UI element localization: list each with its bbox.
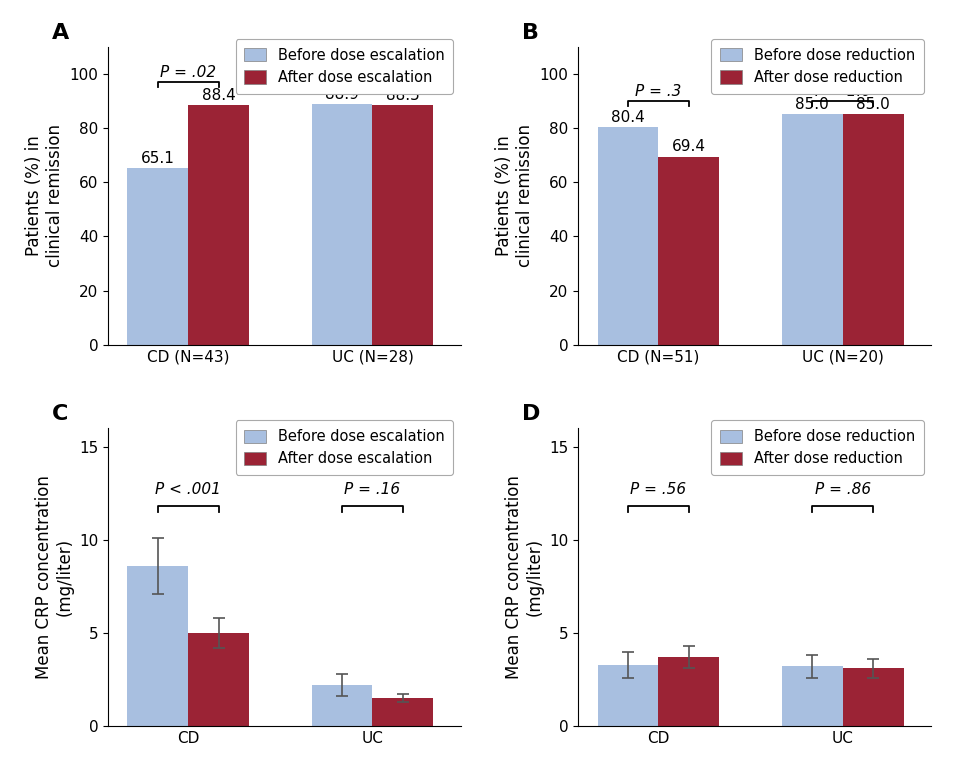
Y-axis label: Mean CRP concentration
(mg/liter): Mean CRP concentration (mg/liter) <box>505 475 544 679</box>
Text: A: A <box>52 22 69 42</box>
Bar <box>127 168 188 345</box>
Text: P = .16: P = .16 <box>344 482 401 497</box>
Bar <box>843 114 903 345</box>
Bar <box>659 657 719 726</box>
Bar <box>188 633 249 726</box>
Legend: Before dose escalation, After dose escalation: Before dose escalation, After dose escal… <box>235 420 453 475</box>
Text: P = .02: P = .02 <box>160 66 216 80</box>
Bar <box>127 566 188 726</box>
Bar <box>843 668 903 726</box>
Legend: Before dose reduction, After dose reduction: Before dose reduction, After dose reduct… <box>711 420 923 475</box>
Bar <box>373 105 433 345</box>
Text: 80.4: 80.4 <box>611 109 645 125</box>
Text: P < .001: P < .001 <box>155 482 221 497</box>
Text: 85.0: 85.0 <box>857 97 890 113</box>
Bar <box>373 699 433 726</box>
Bar <box>188 105 249 345</box>
Bar <box>598 127 659 345</box>
Text: 65.1: 65.1 <box>141 151 175 166</box>
Text: 69.4: 69.4 <box>672 140 706 154</box>
Text: C: C <box>52 404 68 424</box>
Bar <box>782 666 843 726</box>
Bar <box>312 685 373 726</box>
Text: 88.5: 88.5 <box>386 88 420 103</box>
Text: 88.9: 88.9 <box>325 86 358 102</box>
Text: 85.0: 85.0 <box>795 97 829 113</box>
Bar <box>659 157 719 345</box>
Legend: Before dose reduction, After dose reduction: Before dose reduction, After dose reduct… <box>711 39 923 94</box>
Legend: Before dose escalation, After dose escalation: Before dose escalation, After dose escal… <box>235 39 453 94</box>
Y-axis label: Mean CRP concentration
(mg/liter): Mean CRP concentration (mg/liter) <box>34 475 74 679</box>
Text: P = .56: P = .56 <box>630 482 686 497</box>
Text: P = .3: P = .3 <box>636 85 682 99</box>
Bar <box>782 114 843 345</box>
Text: P = .86: P = .86 <box>815 482 871 497</box>
Bar <box>312 104 373 345</box>
Y-axis label: Patients (%) in
clinical remission: Patients (%) in clinical remission <box>495 124 534 268</box>
Text: P = 1.0: P = 1.0 <box>815 85 871 99</box>
Bar <box>598 665 659 726</box>
Text: B: B <box>522 22 539 42</box>
Y-axis label: Patients (%) in
clinical remission: Patients (%) in clinical remission <box>25 124 64 268</box>
Text: D: D <box>522 404 540 424</box>
Text: 88.4: 88.4 <box>202 88 235 103</box>
Text: P = 1.0: P = 1.0 <box>344 66 401 80</box>
